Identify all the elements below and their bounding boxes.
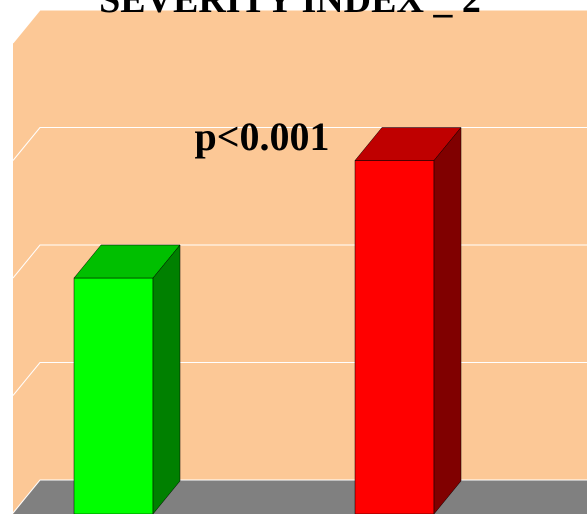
bar-side (152, 244, 181, 514)
bar-front (73, 277, 154, 514)
bar-side (433, 126, 462, 514)
bar-front (354, 160, 435, 514)
chart-title: SEVERITY INDEX _ 2 (99, 0, 481, 21)
annotation: p<0.001 (194, 114, 329, 159)
grid-line (12, 9, 587, 44)
